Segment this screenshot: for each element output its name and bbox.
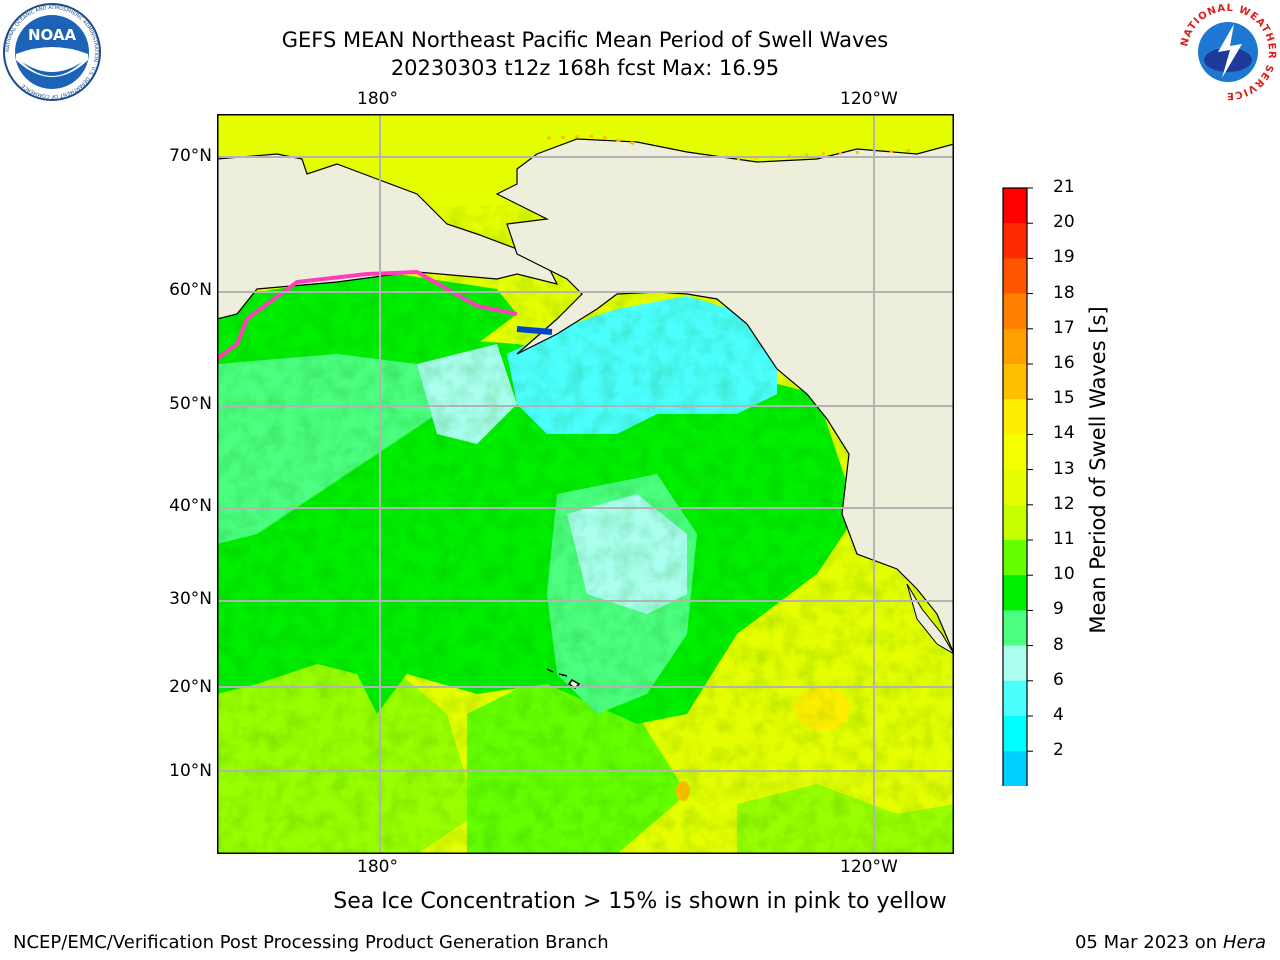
colorbar-segment bbox=[1003, 504, 1027, 541]
colorbar-tick-label: 4 bbox=[1053, 705, 1064, 725]
colorbar-segment bbox=[1003, 434, 1027, 471]
colorbar-segment bbox=[1003, 716, 1027, 752]
colorbar-tick-label: 19 bbox=[1053, 247, 1075, 268]
colorbar-segment bbox=[1003, 223, 1027, 259]
noaa-logo: NOAA NATIONAL OCEANIC AND ATMOSPHERIC AD… bbox=[3, 3, 101, 101]
chart-subtitle: 20230303 t12z 168h fcst Max: 16.95 bbox=[390, 56, 780, 80]
lat-label-50n: 50°N bbox=[169, 394, 212, 414]
footer-date-text: 05 Mar 2023 on bbox=[1074, 932, 1218, 953]
lat-label-10n: 10°N bbox=[169, 761, 212, 781]
colorbar-segment bbox=[1003, 293, 1027, 330]
lon-label-top-120w: 120°W bbox=[840, 89, 898, 109]
colorbar-tick-label: 9 bbox=[1053, 599, 1064, 620]
colorbar-segment bbox=[1003, 328, 1027, 365]
nws-logo: NATIONAL WEATHER SERVICE bbox=[1179, 3, 1276, 101]
sea-ice-edge bbox=[217, 269, 518, 361]
lat-label-40n: 40°N bbox=[169, 496, 212, 516]
lon-label-bottom-120w: 120°W bbox=[840, 857, 898, 877]
lon-label-bottom-180: 180° bbox=[357, 857, 398, 877]
colorbar-tick-label: 21 bbox=[1053, 177, 1075, 197]
colorbar-segment bbox=[1003, 680, 1027, 717]
colorbar-segment bbox=[1003, 399, 1027, 435]
colorbar-tick-label: 10 bbox=[1053, 564, 1075, 585]
colorbar-segment bbox=[1003, 469, 1027, 506]
colorbar-segment bbox=[1003, 258, 1027, 295]
lat-label-60n: 60°N bbox=[169, 280, 212, 300]
colorbar-segment bbox=[1003, 610, 1027, 647]
chart-title: GEFS MEAN Northeast Pacific Mean Period … bbox=[281, 28, 889, 52]
colorbar-tick-label: 18 bbox=[1053, 282, 1075, 303]
colorbar-tick-label: 14 bbox=[1053, 423, 1075, 444]
swell-period-map bbox=[217, 114, 954, 854]
footer-date: 05 Mar 2023 on Hera bbox=[1075, 932, 1266, 953]
colorbar-segment bbox=[1003, 751, 1027, 786]
colorbar-segment bbox=[1003, 364, 1027, 400]
footer-credit: NCEP/EMC/Verification Post Processing Pr… bbox=[13, 932, 609, 953]
lat-label-70n: 70°N bbox=[169, 146, 212, 166]
sea-ice-caption: Sea Ice Concentration > 15% is shown in … bbox=[333, 889, 947, 914]
colorbar-tick-label: 6 bbox=[1053, 669, 1064, 690]
colorbar-segment bbox=[1003, 575, 1027, 611]
colorbar-segment bbox=[1003, 540, 1027, 576]
land-alaska-canada bbox=[495, 138, 954, 655]
lat-label-30n: 30°N bbox=[169, 589, 212, 609]
colorbar-tick-label: 16 bbox=[1053, 353, 1075, 373]
colorbar-segment bbox=[1003, 645, 1027, 682]
colorbar-tick-label: 2 bbox=[1053, 740, 1064, 761]
noaa-logo-text: NOAA bbox=[28, 26, 77, 44]
lon-label-top-180: 180° bbox=[357, 89, 398, 109]
colorbar-tick-label: 11 bbox=[1053, 529, 1075, 549]
land-baja bbox=[906, 583, 954, 655]
colorbar-tick-label: 8 bbox=[1053, 634, 1064, 655]
colorbar-tick-label: 13 bbox=[1053, 458, 1075, 479]
colorbar-tick-label: 15 bbox=[1053, 388, 1075, 409]
colorbar-tick-label: 12 bbox=[1053, 493, 1075, 514]
colorbar-label: Mean Period of Swell Waves [s] bbox=[1086, 306, 1110, 634]
lat-label-20n: 20°N bbox=[169, 677, 212, 697]
colorbar-segment bbox=[1003, 188, 1027, 224]
colorbar-tick-label: 20 bbox=[1053, 212, 1075, 233]
colorbar bbox=[1002, 187, 1033, 786]
colorbar-tick-label: 17 bbox=[1053, 317, 1075, 338]
footer-machine: Hera bbox=[1222, 932, 1266, 953]
